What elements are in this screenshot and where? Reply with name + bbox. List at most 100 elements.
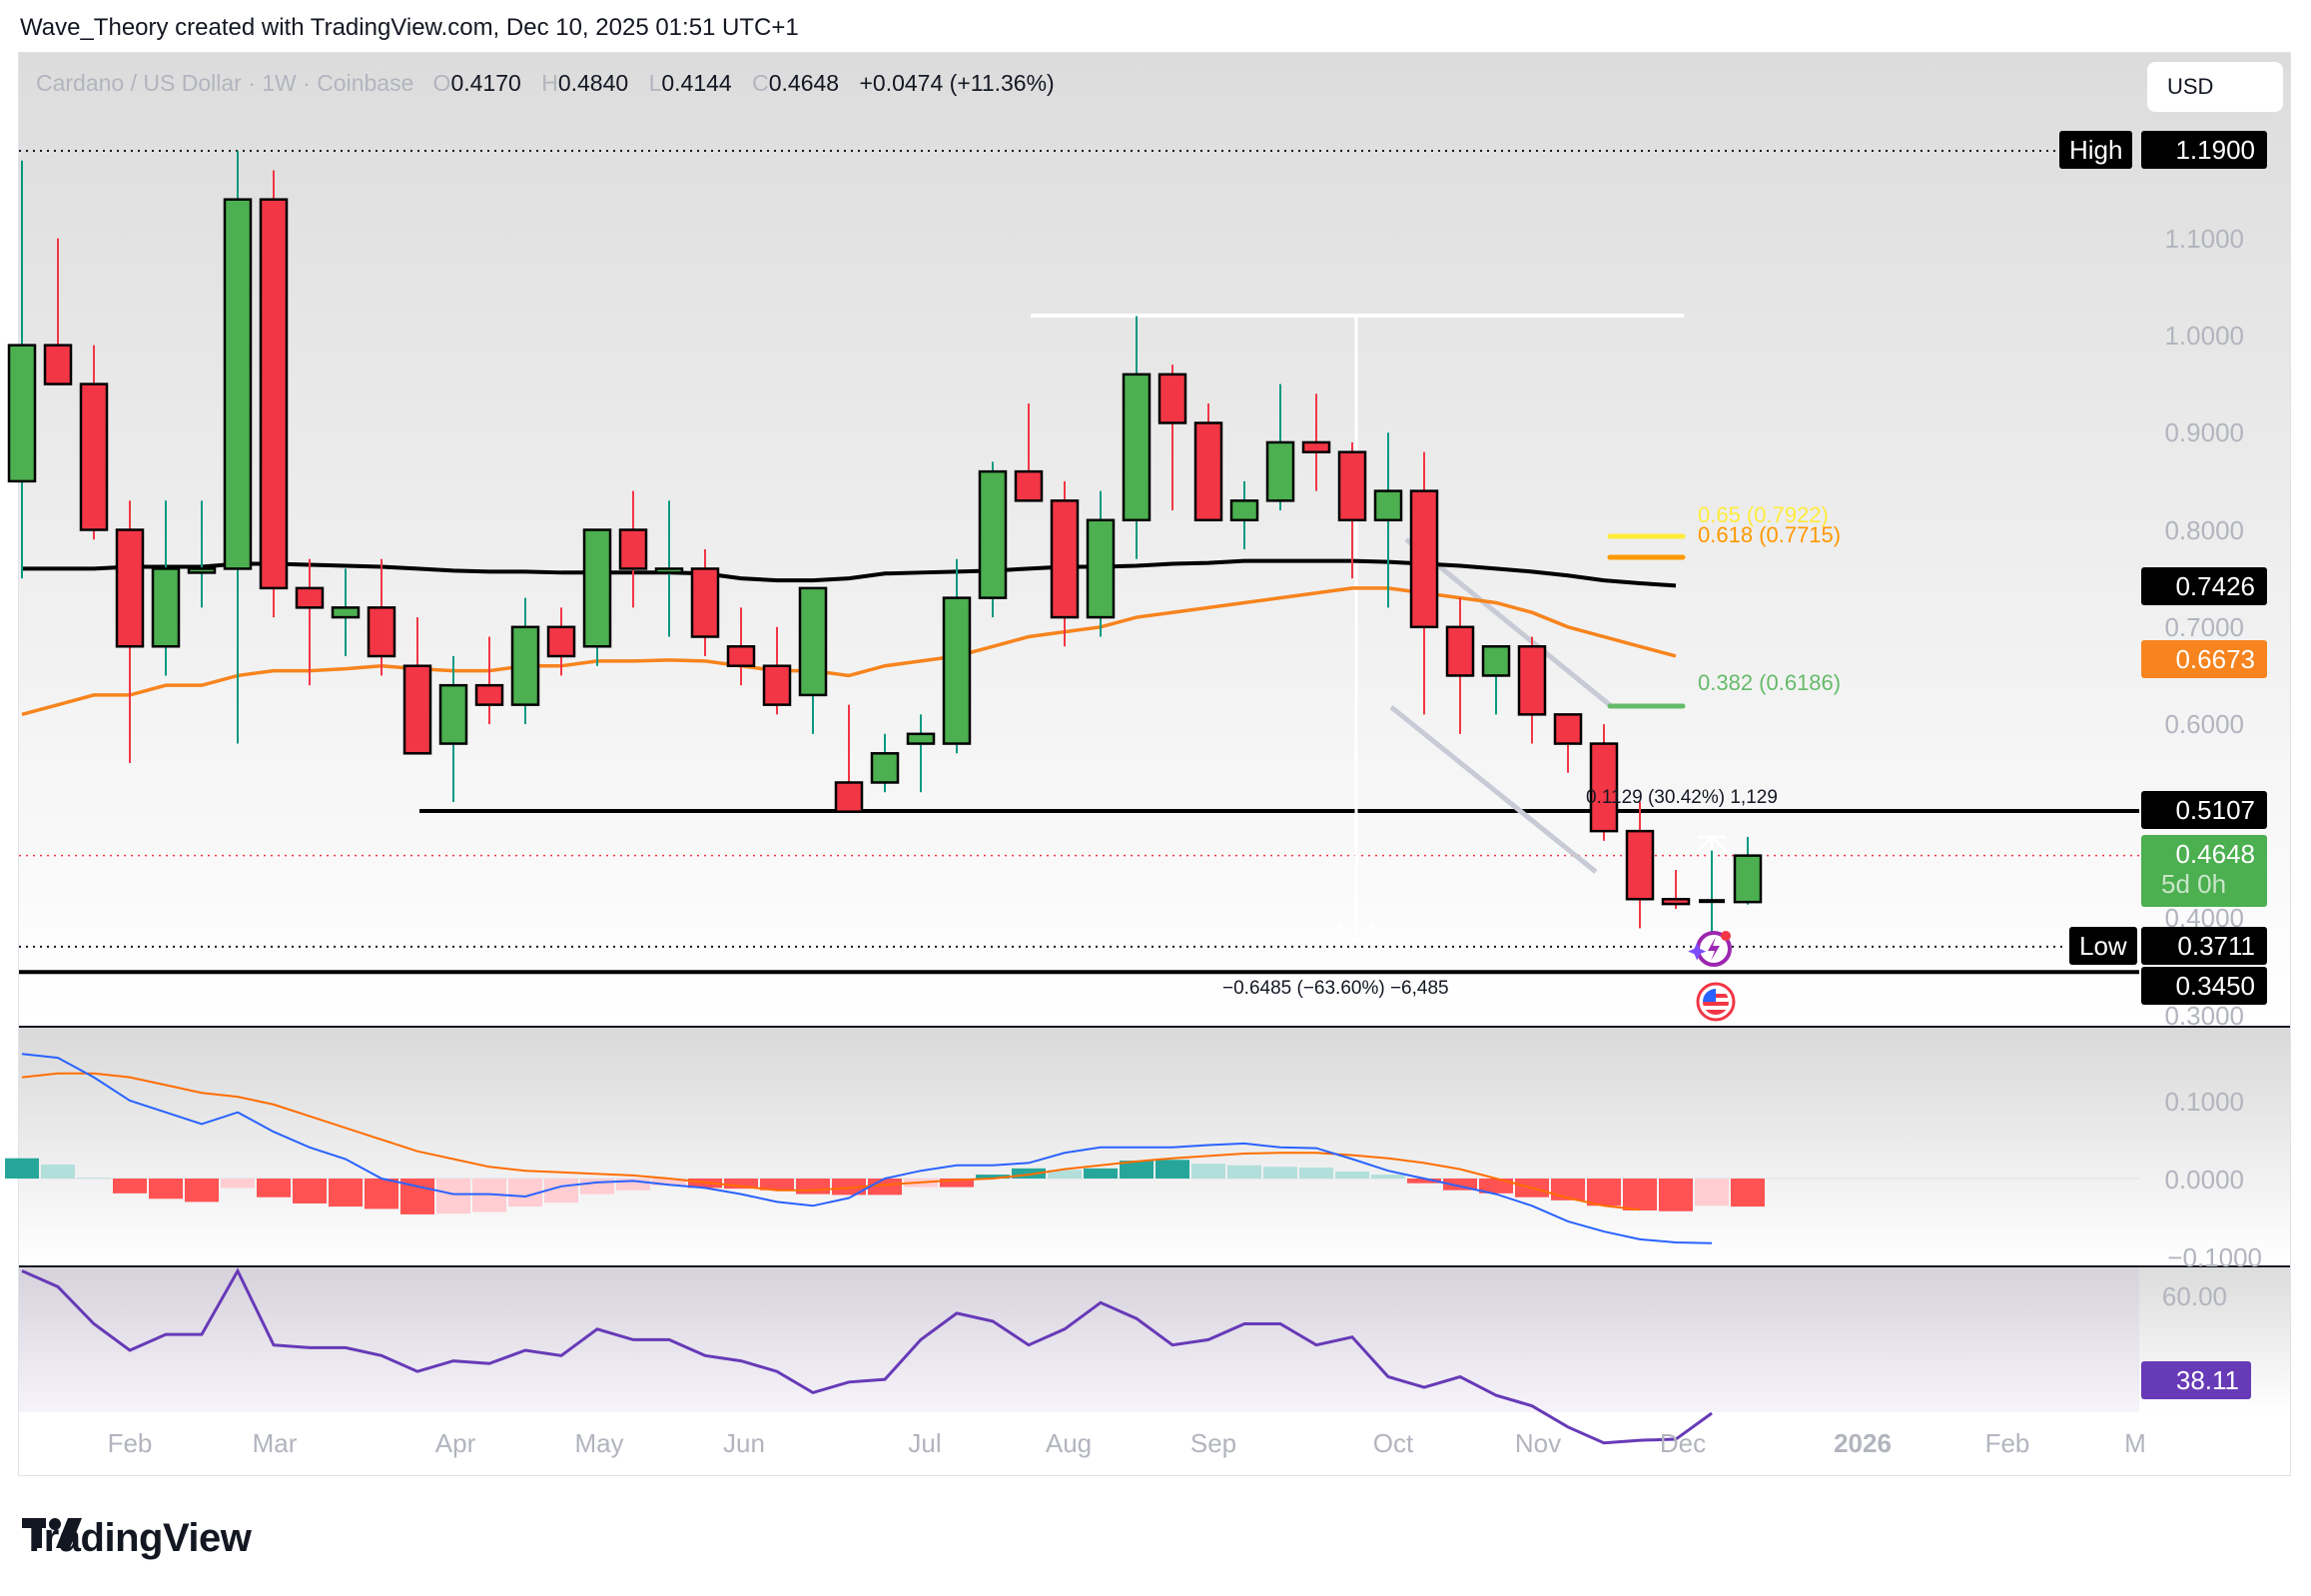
macd-tick: −0.1000 bbox=[2167, 1242, 2262, 1272]
macd-histogram-bar bbox=[796, 1179, 830, 1195]
macd-histogram-bar bbox=[976, 1175, 1010, 1179]
candle-body bbox=[115, 528, 145, 648]
candle-body bbox=[978, 469, 1008, 599]
candle bbox=[7, 160, 37, 579]
macd-signal-line bbox=[21, 1072, 1641, 1211]
macd-histogram-bar bbox=[1227, 1165, 1261, 1179]
fib-0618-label: 0.618 (0.7715) bbox=[1698, 522, 1842, 547]
candle-body bbox=[1409, 489, 1439, 629]
candle-body bbox=[798, 586, 828, 697]
macd-histogram-bar bbox=[436, 1179, 470, 1214]
candle bbox=[1481, 645, 1511, 715]
candle bbox=[1050, 480, 1080, 647]
time-tick: Apr bbox=[434, 1428, 476, 1458]
candle bbox=[690, 548, 720, 656]
lightning-event-icon[interactable] bbox=[1688, 927, 1736, 975]
candle-body bbox=[762, 664, 792, 706]
candle bbox=[1122, 316, 1152, 559]
sma200-line bbox=[22, 558, 1677, 588]
candle bbox=[1517, 636, 1547, 744]
rsi-line bbox=[21, 1267, 1713, 1445]
time-tick: Aug bbox=[1045, 1428, 1093, 1458]
macd-histogram-bar bbox=[724, 1179, 758, 1190]
macd-histogram-bar bbox=[1299, 1168, 1333, 1179]
candle-body bbox=[1122, 373, 1152, 522]
candle bbox=[510, 597, 540, 725]
time-tick: Nov bbox=[1514, 1428, 1562, 1458]
time-tick: Oct bbox=[1372, 1428, 1414, 1458]
candle bbox=[834, 704, 864, 813]
price-tick: 0.3000 bbox=[2164, 1001, 2244, 1031]
main-pane[interactable] bbox=[7, 53, 2290, 1026]
time-tick: Mar bbox=[252, 1428, 298, 1458]
macd-histogram-bar bbox=[652, 1179, 686, 1187]
channel-lower-line bbox=[1389, 705, 1598, 874]
candle-body bbox=[402, 664, 432, 755]
candle bbox=[1265, 384, 1295, 511]
candle bbox=[1589, 724, 1619, 841]
time-tick: Jul bbox=[908, 1428, 942, 1458]
high-tag-label: High bbox=[2059, 131, 2133, 169]
candle-body bbox=[510, 625, 540, 706]
candle bbox=[1193, 403, 1223, 522]
candle-body bbox=[582, 528, 612, 648]
candle bbox=[942, 558, 972, 754]
candle bbox=[151, 500, 181, 676]
price-tick: 0.7000 bbox=[2164, 612, 2244, 642]
us-flag-event-icon[interactable] bbox=[1695, 981, 1737, 1023]
target-price-tag: 0.3450 bbox=[2141, 967, 2267, 1005]
symbol-legend[interactable]: Cardano / US Dollar · 1W · Coinbase O 0.4… bbox=[36, 70, 1055, 97]
candle bbox=[115, 500, 145, 764]
macd-histogram-bar bbox=[5, 1158, 39, 1179]
candle bbox=[438, 655, 468, 802]
candle-body bbox=[1517, 645, 1547, 716]
candle bbox=[582, 528, 612, 666]
time-tick: Dec bbox=[1659, 1428, 1707, 1458]
tradingview-logo-icon bbox=[22, 1518, 82, 1548]
macd-histogram-bar bbox=[365, 1179, 398, 1209]
macd-histogram-bar bbox=[1048, 1170, 1082, 1179]
measure-down-label: −0.6485 (−63.60%) −6,485 bbox=[1222, 978, 1449, 999]
measure-up-label: 0.1129 (30.42%) 1,129 bbox=[1586, 787, 1778, 808]
macd-histogram-bar bbox=[221, 1179, 255, 1189]
attribution-text: Wave_Theory created with TradingView.com… bbox=[20, 14, 799, 41]
candle-body bbox=[1050, 499, 1080, 619]
candle-body bbox=[1733, 854, 1763, 904]
candle-body bbox=[906, 732, 936, 745]
candle-body bbox=[1301, 440, 1331, 453]
macd-pane[interactable] bbox=[5, 1028, 2290, 1265]
candle-body bbox=[870, 752, 900, 784]
candle-body bbox=[546, 625, 576, 658]
candle bbox=[43, 238, 73, 386]
candle bbox=[1553, 713, 1583, 773]
price-tick: 0.9000 bbox=[2164, 417, 2244, 447]
macd-histogram-bar bbox=[41, 1164, 75, 1179]
close-label: C bbox=[752, 70, 769, 96]
candle-body bbox=[726, 645, 756, 667]
currency-button[interactable]: USD bbox=[2147, 62, 2283, 112]
fib-0382-label: 0.382 (0.6186) bbox=[1698, 670, 1842, 695]
rsi-tick: 60.00 bbox=[2161, 1281, 2227, 1311]
fib-065-label: 0.65 (0.7922) bbox=[1698, 502, 1829, 527]
macd-histogram-bar bbox=[185, 1179, 219, 1202]
low-label: L bbox=[648, 70, 662, 96]
candle-body bbox=[942, 596, 972, 745]
low-value: 0.4144 bbox=[661, 70, 732, 96]
candle-body bbox=[1625, 829, 1655, 901]
candle bbox=[906, 714, 936, 793]
candle-body bbox=[1229, 499, 1259, 522]
candle-body bbox=[474, 683, 504, 706]
high-value: 0.4840 bbox=[557, 70, 629, 96]
open-label: O bbox=[432, 70, 451, 96]
candle bbox=[1014, 403, 1044, 502]
macd-histogram-bar bbox=[257, 1179, 291, 1197]
candle-body bbox=[367, 606, 396, 658]
candle-body bbox=[79, 383, 109, 531]
candle bbox=[474, 636, 504, 725]
high-price-tag: 1.1900 bbox=[2141, 131, 2267, 169]
candle-body bbox=[7, 344, 37, 483]
candle bbox=[978, 461, 1008, 618]
rsi-pane[interactable] bbox=[19, 1267, 2290, 1445]
symbol-name: Cardano / US Dollar · 1W · Coinbase bbox=[36, 70, 414, 96]
